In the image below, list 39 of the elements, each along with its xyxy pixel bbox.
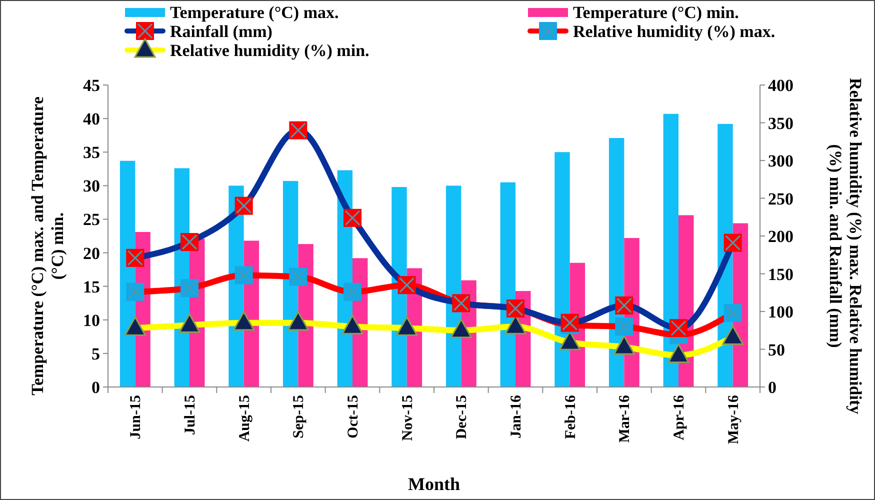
x-tick-label: Nov-15 <box>400 395 416 441</box>
x-tick-label: Mar-16 <box>617 394 634 443</box>
legend-label: Relative humidity (%) max. <box>573 22 776 41</box>
y2-tick-label: 150 <box>768 264 794 284</box>
x-tick-label: Aug-15 <box>236 395 253 442</box>
y-tick-label: 15 <box>83 277 100 296</box>
y-tick-label: 25 <box>83 210 100 230</box>
y2-tick-label: 250 <box>768 189 794 208</box>
legend-label: Rainfall (mm) <box>170 22 272 41</box>
legend-label: Relative humidity (%) min. <box>170 41 370 60</box>
legend-label: Temperature (°C) min. <box>573 3 739 22</box>
y-axis-title: Temperature (°C) max. and Temperature (°C) min. <box>27 96 68 398</box>
y-tick-label: 40 <box>83 110 100 129</box>
y2-axis-title: Relative humidity (%) max. Relative humidity (%) min. and Rainfall (mm) <box>825 76 866 416</box>
y2-tick-label: 50 <box>768 340 785 360</box>
y2-tick-label: 200 <box>768 227 794 246</box>
y-tick-label: 5 <box>92 344 100 364</box>
y2-tick-label: 300 <box>768 152 794 170</box>
y2-tick-label: 350 <box>768 114 794 133</box>
y-tick-label: 20 <box>83 244 100 263</box>
x-axis-title: Month <box>408 474 460 494</box>
y-tick-label: 10 <box>83 310 100 330</box>
x-tick-label: Jun-15 <box>128 395 144 440</box>
x-tick-label: Jul-15 <box>182 395 198 436</box>
x-tick-label: May-16 <box>726 394 742 444</box>
y-tick-label: 35 <box>83 143 100 162</box>
y-tick-label: 45 <box>83 76 100 95</box>
legend-label: Temperature (°C) max. <box>170 3 339 22</box>
x-tick-label: Dec-15 <box>454 395 470 440</box>
y-tick-label: 30 <box>83 176 100 196</box>
x-tick-label: Sep-15 <box>291 395 308 438</box>
y2-tick-label: 400 <box>768 76 794 95</box>
y2-tick-label: 0 <box>768 378 776 397</box>
x-tick-label: Apr-16 <box>672 394 688 440</box>
x-tick-label: Jan-16 <box>508 394 524 438</box>
x-tick-label: Oct-15 <box>346 395 362 438</box>
y-tick-label: 0 <box>92 378 100 397</box>
y2-tick-label: 100 <box>768 302 794 322</box>
x-tick-label: Feb-16 <box>562 394 579 440</box>
